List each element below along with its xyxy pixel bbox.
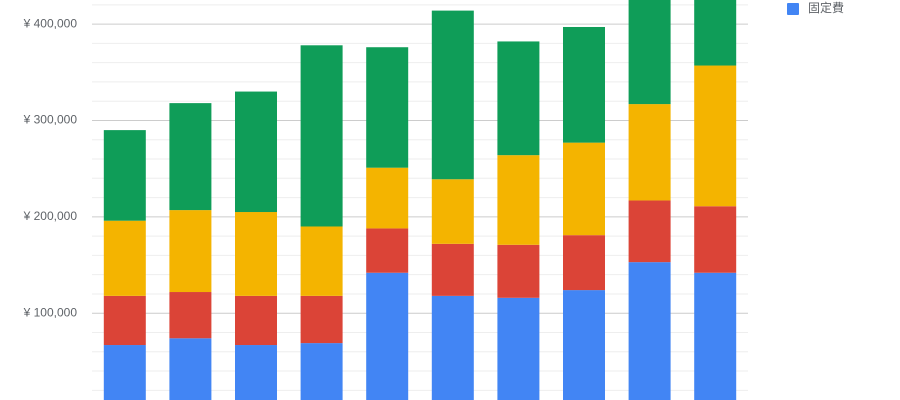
bar-segment <box>169 338 212 400</box>
bar-segment <box>497 155 540 245</box>
bar-segment <box>497 41 540 156</box>
bar-segment <box>300 343 343 400</box>
y-tick-label: ¥ 400,000 <box>23 16 78 30</box>
y-tick-label: ¥ 100,000 <box>23 305 78 319</box>
bar-segment <box>235 295 277 346</box>
bar-segment <box>431 10 474 180</box>
bar-segment <box>563 142 605 236</box>
bar-segment <box>694 272 737 400</box>
bar-segment <box>563 235 605 291</box>
bar-segment <box>497 297 540 400</box>
bar-segment <box>628 262 671 400</box>
bar-segment <box>300 295 343 344</box>
bar-segment <box>366 228 409 273</box>
bar-segment <box>169 103 212 211</box>
bar-segment <box>628 104 671 201</box>
bar-segment <box>366 47 409 168</box>
y-tick-label: ¥ 200,000 <box>23 209 78 223</box>
bar-segment <box>235 345 277 400</box>
bar-segment <box>103 345 146 400</box>
bar-segment <box>103 220 146 296</box>
bar-segment <box>694 206 737 273</box>
bar-segment <box>563 26 605 143</box>
bar-segment <box>431 295 474 400</box>
bar-segment <box>235 91 277 213</box>
bar-segment <box>563 290 605 400</box>
bar-segment <box>103 295 146 346</box>
bar-segment <box>235 212 277 296</box>
bar-segment <box>628 200 671 263</box>
bar-segment <box>300 226 343 296</box>
legend-swatch <box>787 3 799 15</box>
legend-label: 固定費 <box>808 0 844 15</box>
bar-segment <box>431 179 474 244</box>
bar-segment <box>497 244 540 298</box>
bar-segment <box>169 210 212 293</box>
y-tick-label: ¥ 300,000 <box>23 113 78 127</box>
bar-segment <box>694 65 737 207</box>
bar-segment <box>694 0 737 66</box>
bar-segment <box>366 272 409 400</box>
bar-segment <box>103 130 146 221</box>
bar-segment <box>300 45 343 227</box>
bar-segment <box>366 167 409 229</box>
bar-segment <box>628 0 671 105</box>
bar-segment <box>169 292 212 339</box>
bar-segment <box>431 243 474 296</box>
